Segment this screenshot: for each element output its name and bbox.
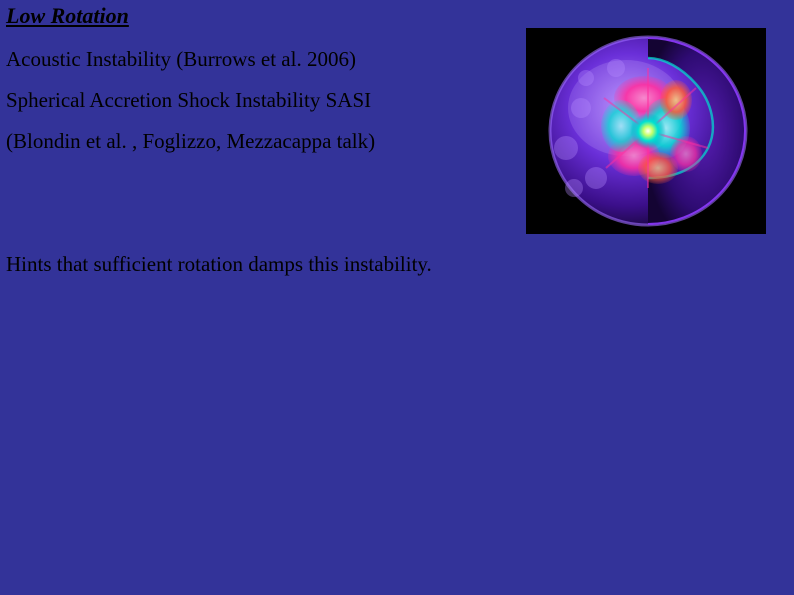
body-line-3: (Blondin et al. , Foglizzo, Mezzacappa t… [6,129,375,154]
body-line-2: Spherical Accretion Shock Instability SA… [6,88,371,113]
slide: Low Rotation Acoustic Instability (Burro… [0,0,794,595]
body-line-4: Hints that sufficient rotation damps thi… [6,252,432,277]
body-line-1: Acoustic Instability (Burrows et al. 200… [6,47,356,72]
sasi-simulation-figure [526,28,766,234]
slide-heading: Low Rotation [6,3,129,29]
sasi-sphere-icon [526,28,766,234]
